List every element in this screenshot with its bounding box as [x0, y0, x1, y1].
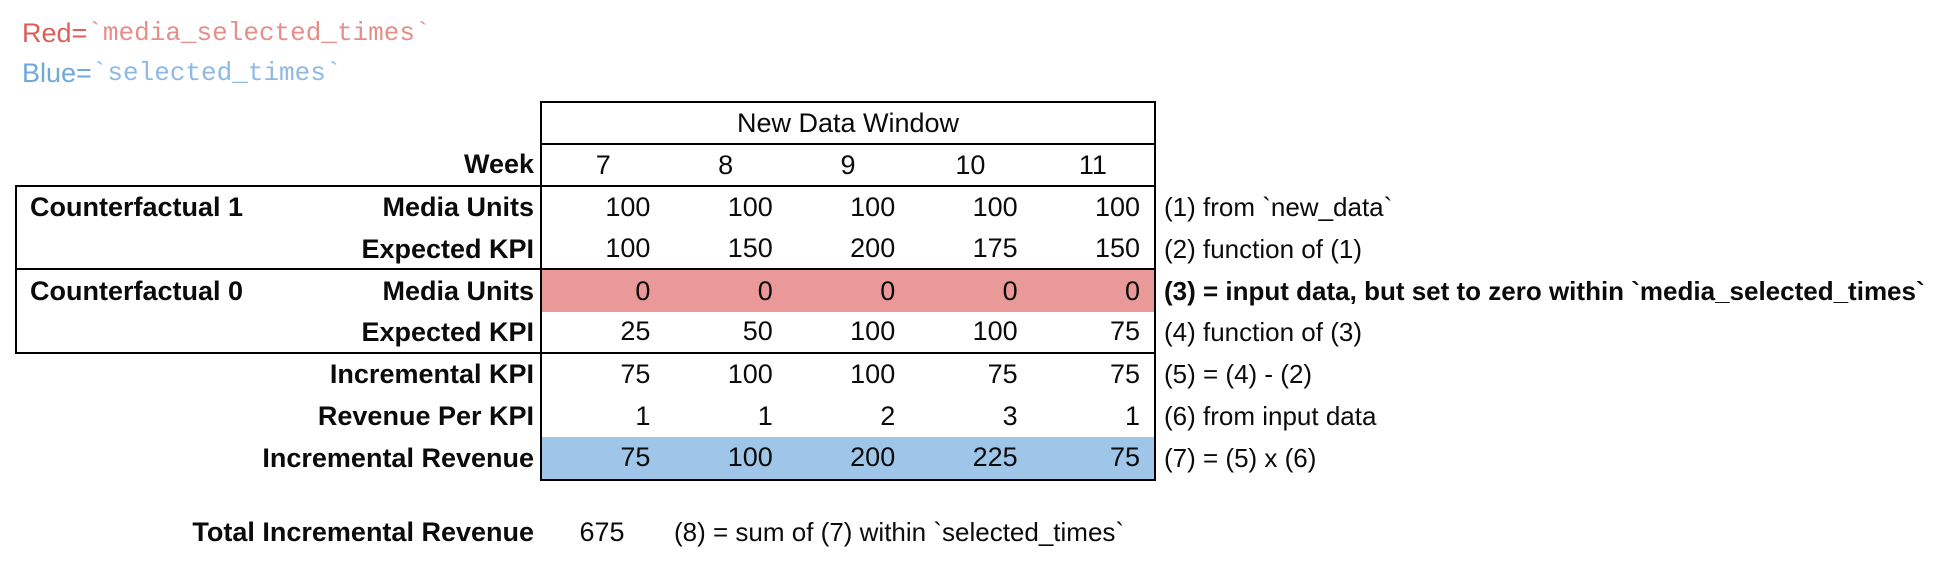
table-cell: 75 [620, 359, 651, 390]
week-header-row: 7 8 9 10 11 [542, 145, 1154, 187]
week-cell: 9 [840, 149, 856, 180]
week-cell: 10 [955, 149, 986, 180]
table-cell: 0 [757, 275, 773, 306]
table-cell: 200 [850, 442, 896, 473]
table-cell: 100 [972, 316, 1018, 347]
table-cell: 150 [1094, 233, 1141, 264]
table-cell: 75 [1109, 442, 1141, 473]
row-label-incremental-revenue: Incremental Revenue [262, 442, 534, 473]
table-cell: 100 [727, 359, 773, 390]
table-row-media-units-cf1: 100 100 100 100 100 [542, 187, 1154, 229]
table-cell: 200 [850, 233, 896, 264]
annotation-6: (6) from input data [1164, 400, 1377, 431]
annotation-2: (2) function of (1) [1164, 234, 1362, 265]
table-cell: 75 [620, 442, 651, 473]
table-cell: 100 [850, 316, 896, 347]
total-incremental-revenue-value: 675 [579, 516, 625, 547]
table-cell: 0 [635, 275, 651, 306]
table-cell: 150 [727, 233, 773, 264]
data-table: New Data Window 7 8 9 10 11 100 100 100 … [540, 101, 1156, 481]
table-cell: 100 [1094, 192, 1141, 223]
week-cell: 8 [718, 149, 734, 180]
row-label-media-units-cf0: Media Units [382, 275, 534, 306]
annotation-7: (7) = (5) x (6) [1164, 442, 1317, 473]
table-cell: 225 [972, 442, 1018, 473]
table-cell: 175 [972, 233, 1018, 264]
table-cell: 25 [620, 316, 651, 347]
annotation-1: (1) from `new_data` [1164, 192, 1393, 223]
table-row-revenue-per-kpi: 1 1 2 3 1 [542, 395, 1154, 437]
table-cell: 1 [757, 400, 773, 431]
row-label-expected-kpi-cf0: Expected KPI [361, 317, 534, 348]
row-label-revenue-per-kpi: Revenue Per KPI [317, 400, 534, 431]
row-label-expected-kpi-cf1: Expected KPI [361, 234, 534, 265]
legend-red-line: Red = `media_selected_times` [22, 13, 431, 53]
legend-blue-label: Blue [22, 57, 77, 88]
table-cell: 1 [635, 400, 651, 431]
table-cell: 100 [605, 233, 651, 264]
table-cell: 75 [1109, 359, 1141, 390]
legend-blue-equals: = [76, 57, 92, 88]
table-cell: 100 [972, 192, 1018, 223]
table-cell: 100 [850, 359, 896, 390]
annotation-5: (5) = (4) - (2) [1164, 359, 1313, 390]
table-row-expected-kpi-cf0: 25 50 100 100 75 [542, 312, 1154, 354]
legend-red-label: Red [22, 17, 72, 48]
table-row-media-units-cf0-highlight-red: 0 0 0 0 0 [542, 270, 1154, 313]
counterfactual-0-box: Counterfactual 0 [15, 270, 542, 354]
table-cell: 1 [1125, 400, 1141, 431]
table-cell: 100 [727, 442, 773, 473]
counterfactual-1-label: Counterfactual 1 [30, 192, 244, 223]
annotation-4: (4) function of (3) [1164, 317, 1362, 348]
row-label-incremental-kpi: Incremental KPI [329, 359, 534, 390]
table-row-incremental-revenue-highlight-blue: 75 100 200 225 75 [542, 437, 1154, 479]
table-cell: 100 [605, 192, 651, 223]
table-header-new-data-window: New Data Window [542, 103, 1154, 145]
table-cell: 100 [850, 192, 896, 223]
table-cell: 0 [1002, 275, 1018, 306]
week-row-label: Week [463, 148, 534, 179]
legend-blue-line: Blue = `selected_times` [22, 53, 431, 93]
counterfactual-1-box: Counterfactual 1 [15, 185, 542, 271]
table-cell: 50 [742, 316, 773, 347]
legend-red-equals: = [71, 17, 88, 48]
legend-blue-code: `selected_times` [91, 58, 342, 88]
row-label-media-units-cf1: Media Units [382, 192, 534, 223]
legend-red-code: `media_selected_times` [87, 18, 431, 48]
table-cell: 75 [987, 359, 1018, 390]
table-row-expected-kpi-cf1: 100 150 200 175 150 [542, 229, 1154, 271]
total-incremental-revenue-label: Total Incremental Revenue [192, 516, 534, 547]
table-cell: 0 [880, 275, 896, 306]
legend: Red = `media_selected_times` Blue = `sel… [22, 13, 431, 93]
annotation-3: (3) = input data, but set to zero within… [1164, 275, 1925, 306]
week-cell: 7 [595, 149, 611, 180]
table-cell: 2 [880, 400, 896, 431]
table-cell: 75 [1109, 316, 1141, 347]
annotation-8: (8) = sum of (7) within `selected_times` [674, 516, 1125, 547]
week-cell: 11 [1078, 149, 1107, 180]
table-row-incremental-kpi: 75 100 100 75 75 [542, 354, 1154, 396]
table-cell: 0 [1125, 275, 1141, 306]
table-cell: 3 [1002, 400, 1018, 431]
counterfactual-0-label: Counterfactual 0 [30, 275, 244, 306]
table-cell: 100 [727, 192, 773, 223]
